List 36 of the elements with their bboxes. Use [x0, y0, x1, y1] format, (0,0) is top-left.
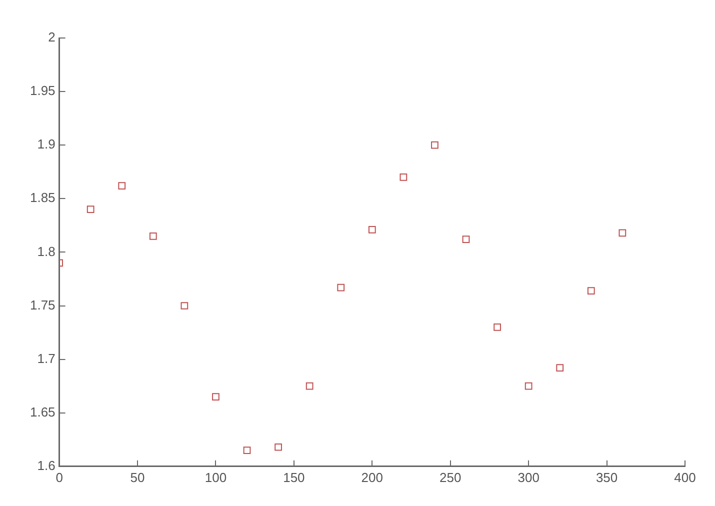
point — [618, 229, 626, 237]
point — [274, 443, 282, 451]
x-tick-label: 250 — [440, 470, 462, 485]
y-tick-label: 1.75 — [30, 297, 56, 312]
y-tick-label: 1.9 — [37, 136, 56, 152]
y-tick-label: 1.6 — [37, 458, 56, 473]
point — [180, 302, 188, 310]
point — [368, 226, 376, 234]
y-tick-label: 1.65 — [30, 404, 56, 420]
y-tick-label: 1.95 — [30, 83, 56, 98]
point — [337, 284, 345, 292]
x-tick-label: 0 — [56, 470, 63, 485]
point — [149, 232, 157, 240]
x-tick-label: 350 — [596, 470, 618, 485]
y-tick-label: 1.8 — [37, 244, 56, 259]
point — [118, 182, 126, 190]
point — [400, 174, 408, 181]
point — [431, 141, 438, 149]
x-tick-label: 300 — [518, 470, 540, 485]
x-tick-label: 200 — [361, 470, 383, 485]
x-tick-label: 50 — [130, 470, 145, 485]
x-tick-label: 400 — [674, 470, 696, 485]
x-tick-label: 150 — [283, 470, 305, 485]
y-tick-label: 1.85 — [30, 190, 56, 206]
point — [462, 236, 470, 244]
point — [494, 323, 501, 331]
x-tick-label: 100 — [204, 470, 227, 485]
y-tick-label: 2 — [48, 30, 56, 45]
point — [243, 446, 251, 454]
point — [86, 206, 94, 214]
point — [212, 393, 220, 400]
point — [556, 364, 564, 372]
point — [587, 287, 595, 294]
point — [306, 382, 314, 390]
y-tick-label: 1.7 — [37, 350, 56, 366]
point — [524, 382, 532, 390]
